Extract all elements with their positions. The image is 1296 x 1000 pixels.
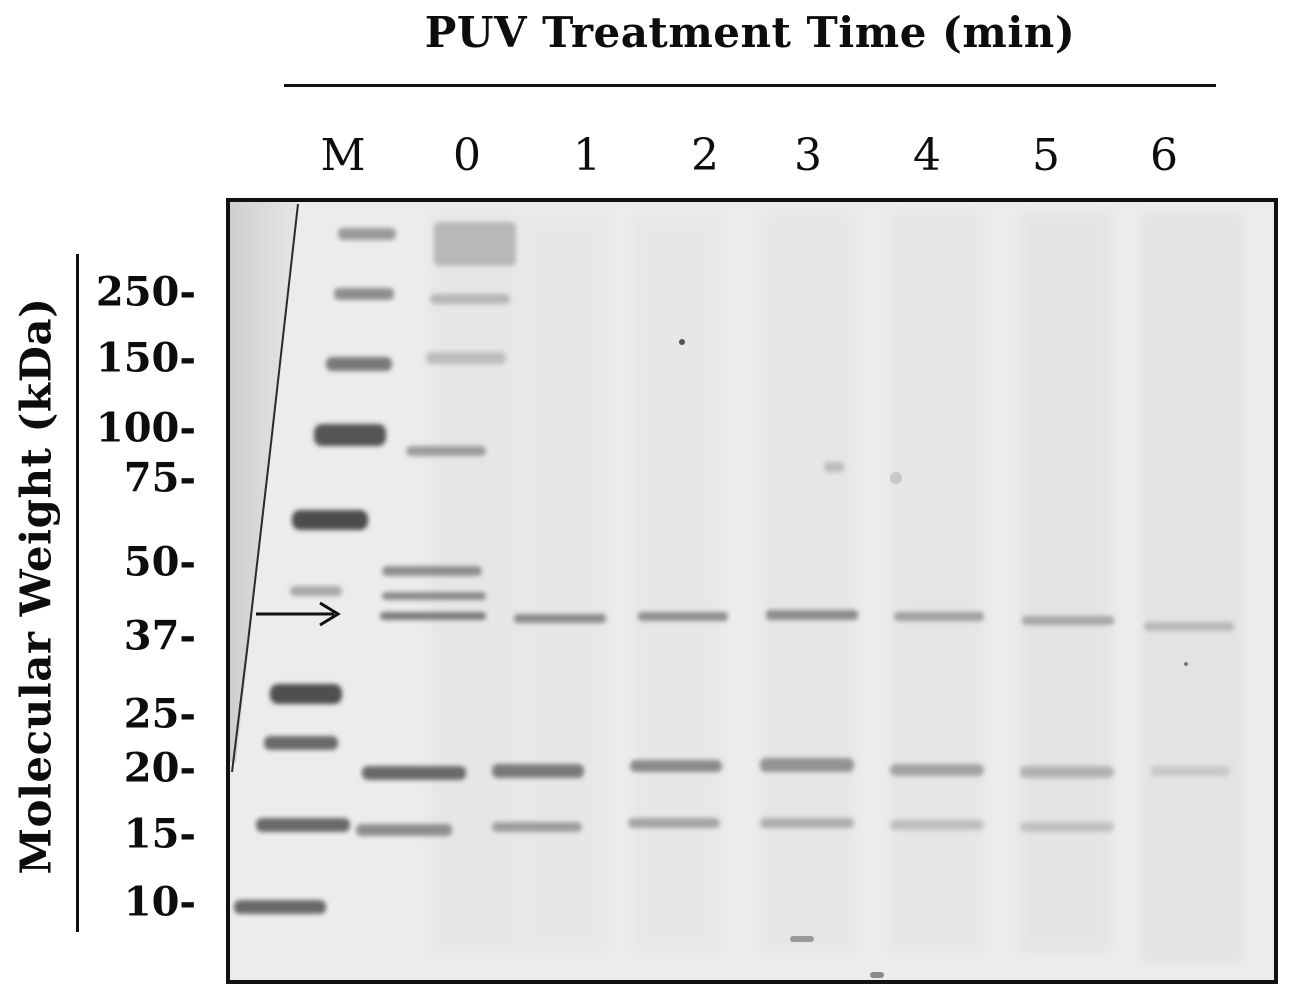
mw-marker-50: 50- [123, 538, 196, 586]
gel-speck [890, 472, 902, 484]
lane-label-1: 1 [573, 130, 601, 181]
mw-marker-37: 37- [123, 612, 196, 660]
lane-3-bands [760, 462, 858, 828]
lane-4-bands [890, 612, 984, 830]
lane-0-bands [356, 222, 516, 836]
lane-label-0: 0 [453, 130, 481, 181]
mw-marker-150: 150- [95, 334, 196, 382]
mw-marker-20: 20- [123, 744, 196, 792]
gel-speck [679, 339, 685, 345]
gel-speck [790, 936, 814, 942]
lane-label-6: 6 [1150, 130, 1178, 181]
mw-marker-10: 10- [123, 878, 196, 926]
lane-2-bands [628, 612, 728, 828]
figure-title: PUV Treatment Time (min) [424, 8, 1076, 57]
lane-5-bands [1020, 616, 1114, 832]
lane-label-2: 2 [691, 130, 719, 181]
lane-label-4: 4 [913, 130, 941, 181]
gel-image [226, 198, 1278, 984]
mw-marker-25: 25- [123, 690, 196, 738]
y-axis-rule [76, 254, 79, 932]
title-underline [284, 84, 1216, 87]
gel-speck [1184, 662, 1188, 666]
gel-speck [870, 972, 884, 978]
marker-lane-bands [234, 228, 396, 914]
lane-label-5: 5 [1032, 130, 1060, 181]
lane-label-marker: M [320, 130, 366, 181]
mw-marker-100: 100- [95, 404, 196, 452]
mw-marker-250: 250- [95, 268, 196, 316]
lane-label-3: 3 [794, 130, 822, 181]
y-axis-label: Molecular Weight (kDa) [11, 297, 61, 875]
mw-marker-15: 15- [123, 810, 196, 858]
mw-marker-75: 75- [123, 454, 196, 502]
lane-6-bands [1144, 622, 1234, 776]
right-arrow-icon [256, 601, 341, 627]
lane-1-bands [492, 614, 606, 832]
